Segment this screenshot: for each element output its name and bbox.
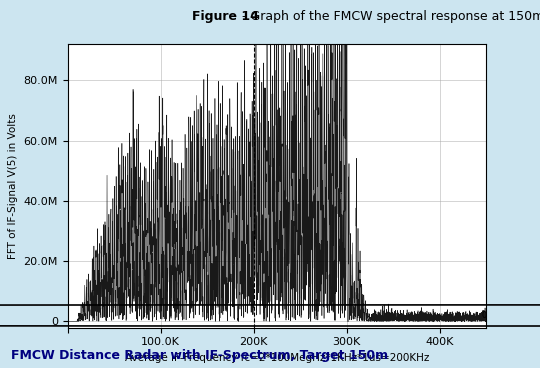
Text: Figure 14: Figure 14 (192, 10, 259, 23)
Text: FMCW Distance Radar with IF-Spectrum, Target 150m: FMCW Distance Radar with IF-Spectrum, Ta… (11, 350, 388, 362)
Y-axis label: FFT of IF-Signal V(5) in Volts: FFT of IF-Signal V(5) in Volts (8, 113, 18, 259)
Text: 0: 0 (482, 311, 487, 320)
Text: - Graph of the FMCW spectral response at 150m.: - Graph of the FMCW spectral response at… (238, 10, 540, 23)
X-axis label: Average IF-Frequency fc=2*100MegHz*1KHz*1us=200KHz: Average IF-Frequency fc=2*100MegHz*1KHz*… (125, 353, 429, 363)
